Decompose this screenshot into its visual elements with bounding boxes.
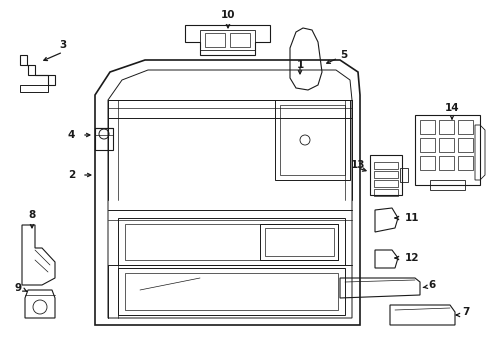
Bar [95,128,113,150]
Bar [438,138,453,152]
Bar [204,33,224,47]
Bar [457,138,472,152]
Text: 4: 4 [67,130,75,140]
Text: 6: 6 [427,280,434,290]
Bar [373,180,397,187]
Text: 7: 7 [461,307,468,317]
Bar [419,138,434,152]
Bar [419,156,434,170]
Text: 1: 1 [296,60,303,70]
Bar [373,189,397,196]
Text: 13: 13 [350,160,364,170]
Bar [274,100,349,180]
Bar [457,120,472,134]
Text: 9: 9 [15,283,22,293]
Text: 11: 11 [404,213,419,223]
Bar [280,105,345,175]
Bar [200,30,254,50]
Bar [457,156,472,170]
Bar [419,120,434,134]
Bar [229,33,249,47]
Text: 3: 3 [59,40,66,50]
Text: 10: 10 [220,10,235,20]
Bar [438,156,453,170]
Bar [373,171,397,178]
Bar [438,120,453,134]
Text: 12: 12 [404,253,419,263]
Bar [373,162,397,169]
Text: 2: 2 [68,170,75,180]
Text: 8: 8 [28,210,36,220]
Text: 14: 14 [444,103,458,113]
Bar [399,168,407,182]
Bar [429,180,464,190]
Text: 5: 5 [339,50,346,60]
